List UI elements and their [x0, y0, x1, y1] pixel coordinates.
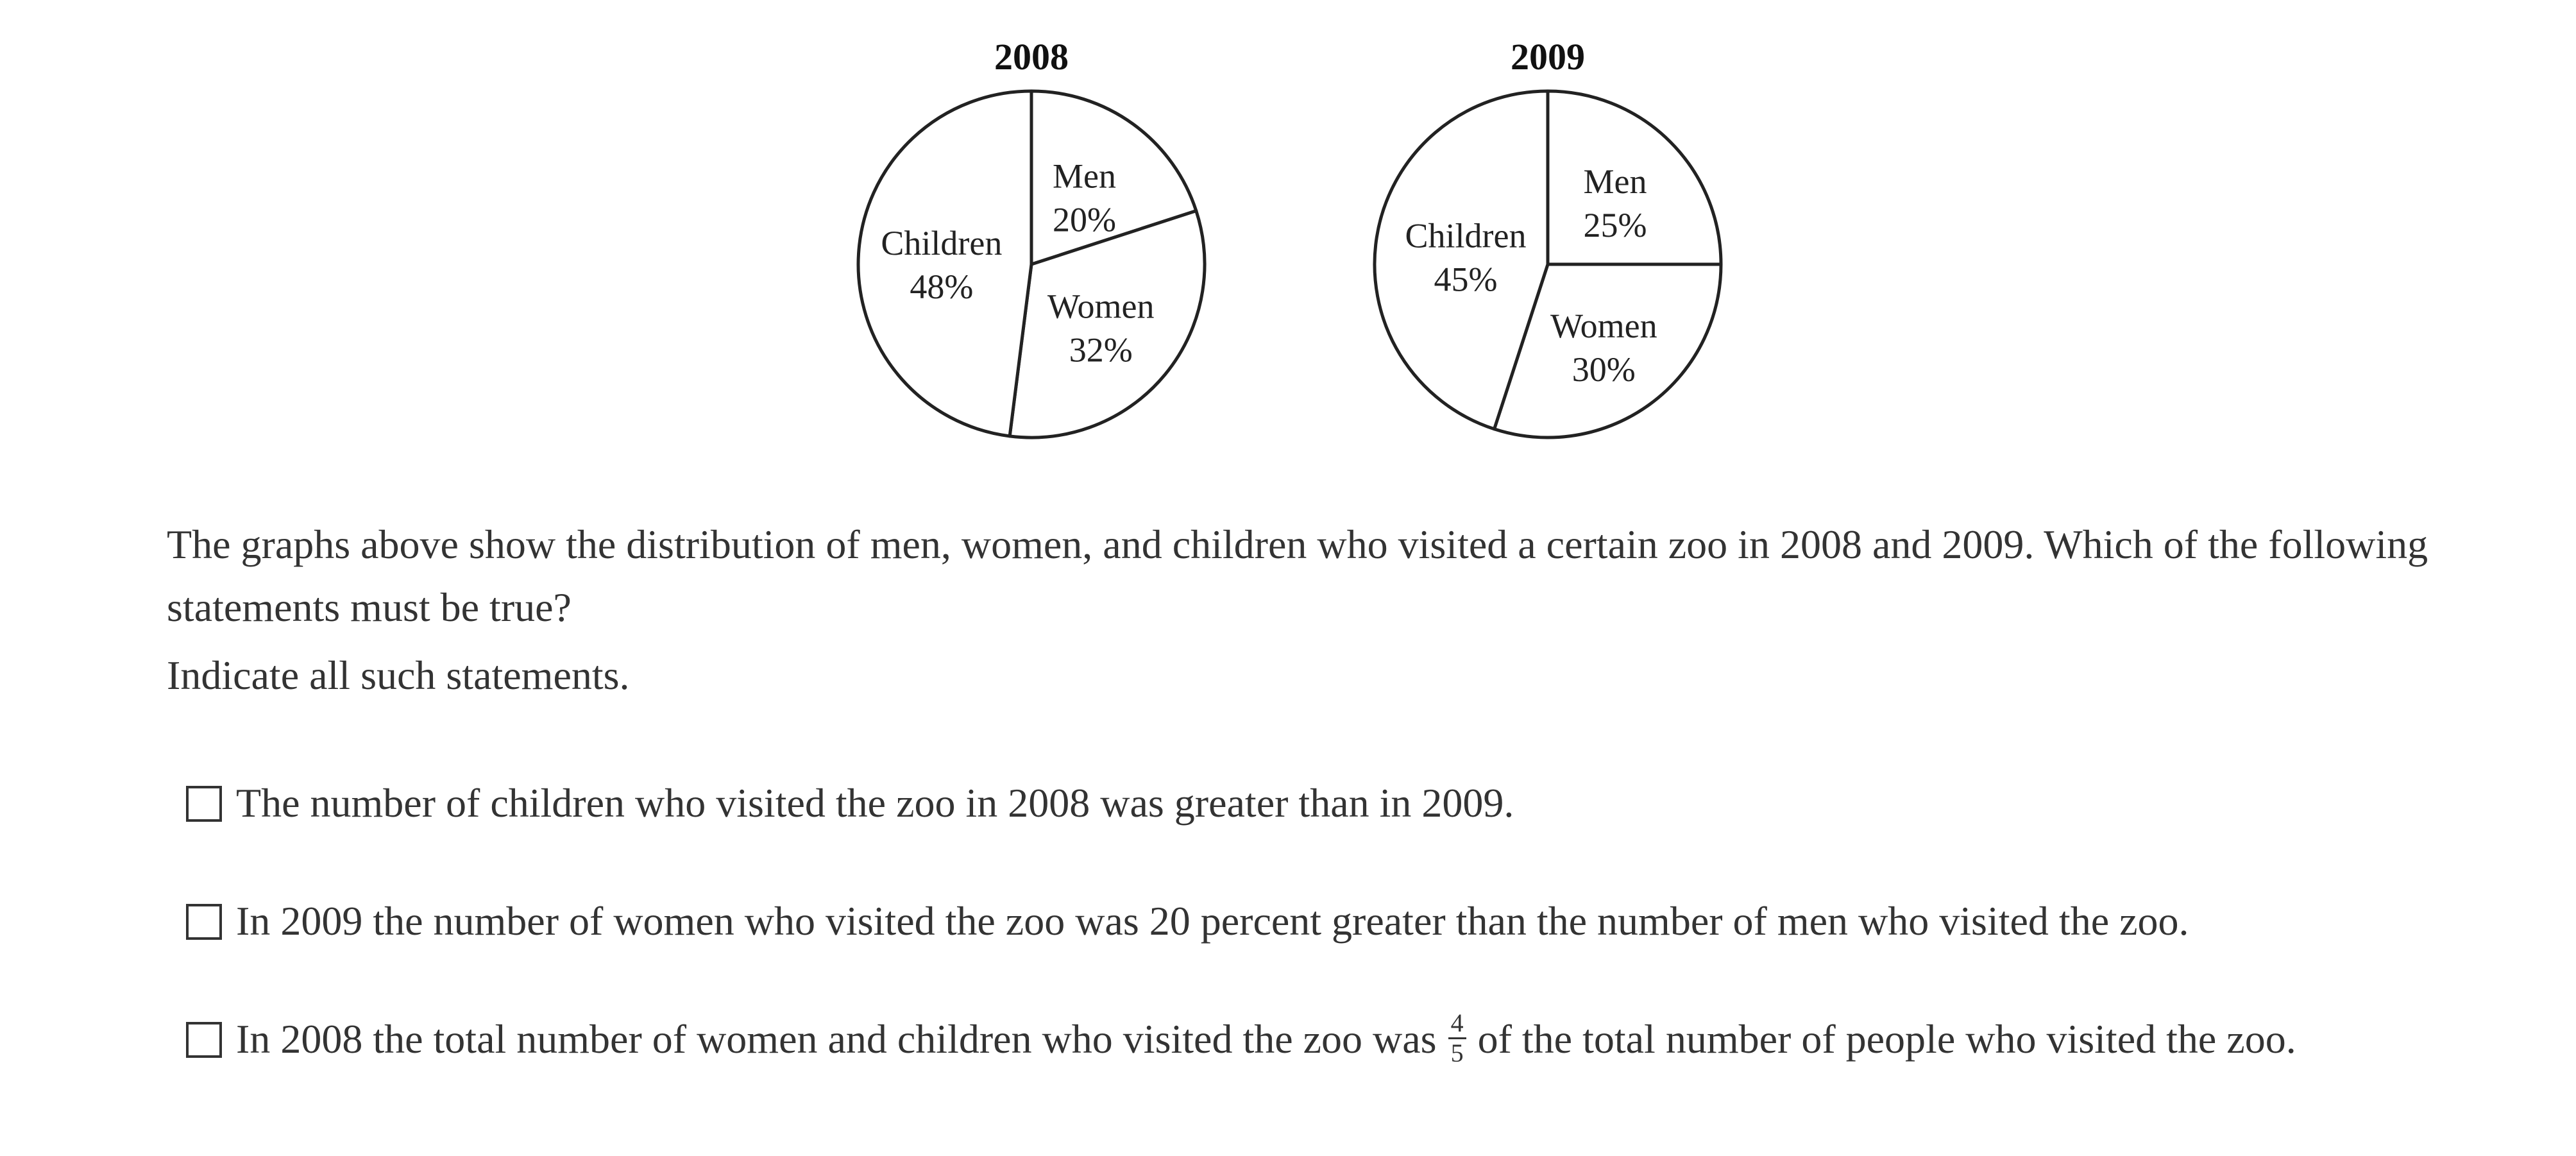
option-3-text-before: In 2008 the total number of women and ch…	[236, 1016, 1437, 1062]
pie-title: 2008	[994, 36, 1069, 78]
pie-slice-children	[856, 89, 1033, 438]
slice-label-women: Women	[1550, 307, 1657, 345]
pie-chart-2008: 2008 Men 20% Women 32% Children 48%	[856, 36, 1207, 439]
slice-value-children: 45%	[1434, 260, 1498, 299]
slice-value-men: 25%	[1584, 206, 1647, 244]
question-block: The graphs above show the distribution o…	[167, 513, 2437, 707]
answer-option-2[interactable]: In 2009 the number of women who visited …	[186, 888, 2444, 955]
option-2-checkbox[interactable]	[186, 904, 222, 940]
fraction-denominator: 5	[1450, 1038, 1464, 1067]
pie-slice-men	[1546, 89, 1723, 266]
pie-slice-women	[1008, 209, 1207, 439]
pie-slice-children	[1373, 89, 1550, 431]
answer-option-1[interactable]: The number of children who visited the z…	[186, 770, 2444, 837]
slice-value-women: 30%	[1572, 350, 1636, 389]
pie-chart-2009: 2009 Men 25% Women 30% Children 45%	[1373, 36, 1723, 439]
fraction-numerator: 4	[1448, 1008, 1466, 1039]
slice-label-women: Women	[1047, 287, 1155, 326]
question-stem: The graphs above show the distribution o…	[167, 522, 2428, 630]
slice-label-men: Men	[1584, 162, 1647, 201]
pie-slice-women	[1493, 262, 1723, 439]
pie-slice-men	[1030, 89, 1198, 266]
slice-label-children: Children	[1405, 217, 1527, 255]
option-3-text-after: of the total number of people who visite…	[1477, 1016, 2296, 1062]
slice-value-women: 32%	[1069, 331, 1133, 370]
pie-charts: 2008 Men 20% Women 32% Children 48% 2009 Men 25%…	[856, 36, 1723, 439]
slice-label-men: Men	[1053, 157, 1116, 195]
option-1-checkbox[interactable]	[186, 786, 222, 822]
option-2-text: In 2009 the number of women who visited …	[236, 898, 2189, 944]
option-3-checkbox[interactable]	[186, 1022, 222, 1058]
question-instruction: Indicate all such statements.	[167, 652, 630, 698]
answer-option-3[interactable]: In 2008 the total number of women and ch…	[186, 1006, 2444, 1073]
option-1-text: The number of children who visited the z…	[236, 780, 1514, 826]
slice-value-children: 48%	[910, 268, 973, 306]
pie-title: 2009	[1511, 36, 1585, 78]
slice-label-children: Children	[881, 224, 1002, 262]
slice-value-men: 20%	[1053, 200, 1116, 239]
